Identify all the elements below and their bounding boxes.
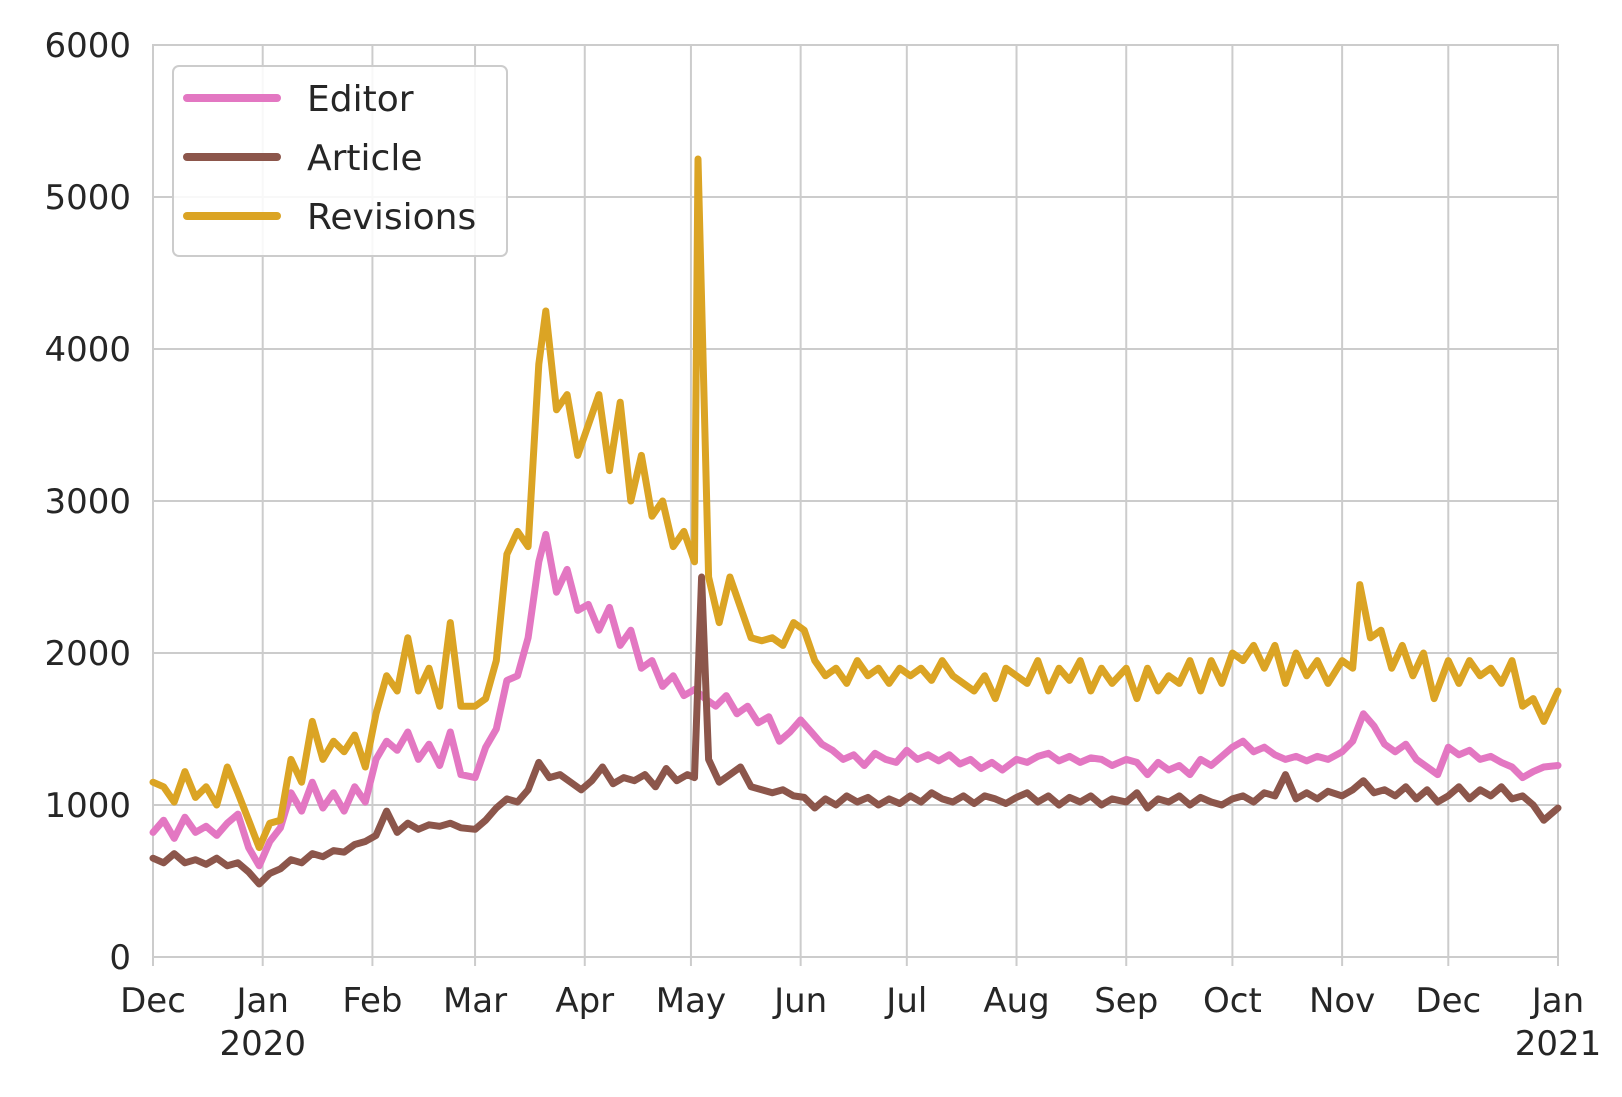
x-tick-label: Sep	[1094, 981, 1158, 1021]
legend-label-article: Article	[307, 138, 423, 179]
x-tick-label: Jul	[884, 981, 927, 1021]
series-line-editor	[149, 530, 1562, 870]
x-tick-label: Jan	[1530, 981, 1584, 1021]
y-tick-label: 5000	[44, 178, 131, 218]
x-tick-label: Mar	[443, 981, 507, 1021]
series-lines	[149, 155, 1562, 888]
legend-label-revisions: Revisions	[307, 197, 476, 238]
x-tick-label: Jun	[772, 981, 827, 1021]
y-tick-label: 3000	[44, 482, 131, 522]
x-tick-label: Feb	[342, 981, 402, 1021]
x-tick-label: Oct	[1203, 981, 1262, 1021]
plot-frame	[152, 44, 1559, 958]
legend-label-editor: Editor	[307, 79, 414, 120]
y-tick-label: 2000	[44, 634, 131, 674]
x-tick-label: Jan	[234, 981, 288, 1021]
x-tick-label: Nov	[1309, 981, 1375, 1021]
legend: Editor Article Revisions	[172, 65, 508, 257]
series-line-revisions	[149, 155, 1562, 852]
series-line-article	[149, 573, 1562, 888]
y-tick-label: 4000	[44, 330, 131, 370]
x-tick-label: Dec	[120, 981, 186, 1021]
y-axis-ticks: 0 1000 2000 3000 4000 5000 6000	[44, 26, 131, 978]
x-tick-label: Apr	[555, 981, 614, 1021]
legend-box	[172, 65, 508, 257]
x-tick-year-label: 2021	[1515, 1024, 1602, 1064]
x-tick-label: May	[656, 981, 726, 1021]
x-tick-label: Aug	[983, 981, 1049, 1021]
y-tick-label: 1000	[44, 786, 131, 826]
y-tick-label: 0	[109, 938, 131, 978]
x-tick-label: Dec	[1415, 981, 1481, 1021]
x-tick-year-label: 2020	[219, 1024, 306, 1064]
y-tick-label: 6000	[44, 26, 131, 66]
